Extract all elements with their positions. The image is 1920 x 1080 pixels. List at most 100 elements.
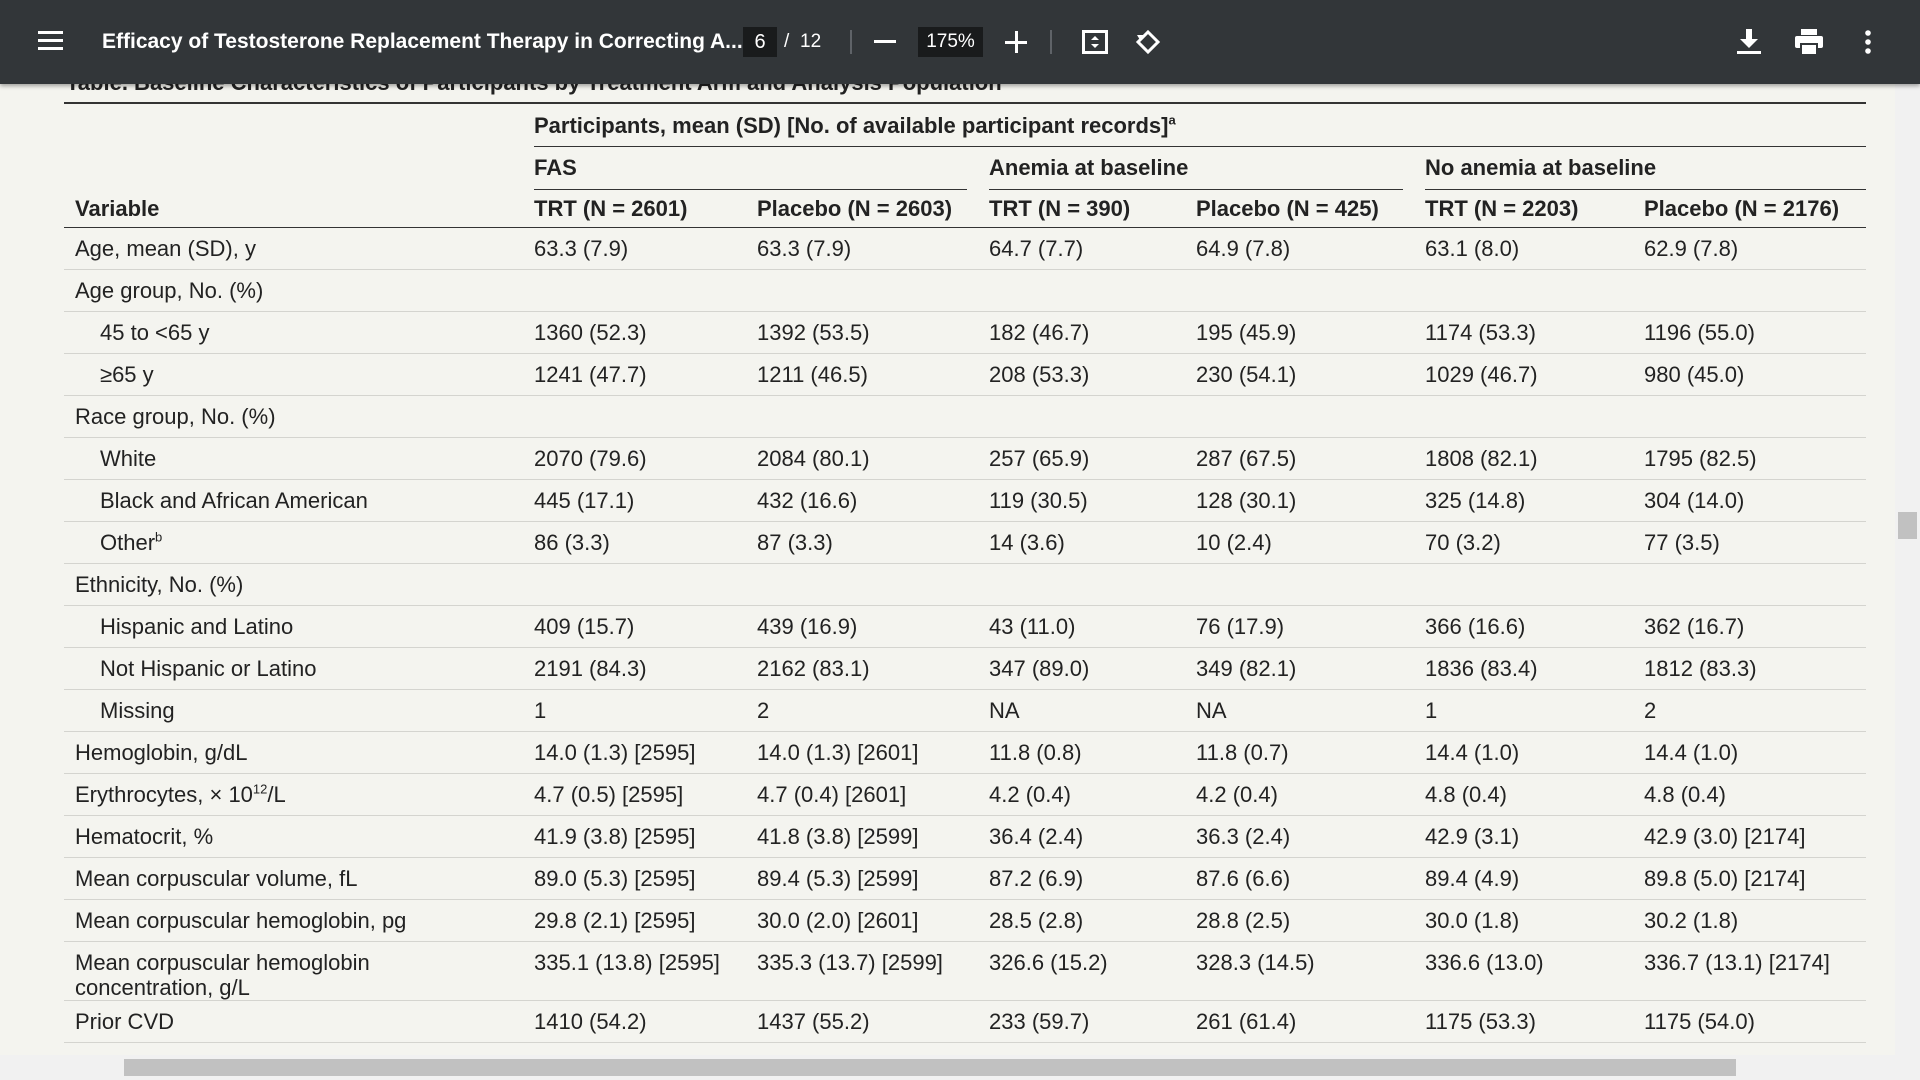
cell: 4.7 (0.5) [2595] [534,773,757,816]
menu-button[interactable] [38,30,64,52]
table-row: Prior CVD 1410 (54.2) 1437 (55.2) 233 (59.7… [64,1000,1867,1043]
cell: 41.8 (3.8) [2599] [757,815,989,858]
cell: 128 (30.1) [1196,479,1425,522]
cell: 1410 (54.2) [534,1000,757,1043]
table-caption: Table. Baseline Characteristics of Parti… [66,84,1002,96]
cell: 36.4 (2.4) [989,815,1196,858]
table-row: Erythrocytes, × 1012/L 4.7 (0.5) [2595] 4.… [64,773,1867,816]
row-label: Race group, No. (%) [64,395,534,438]
cell: 11.8 (0.8) [989,731,1196,774]
cell: 10 (2.4) [1196,521,1425,564]
baseline-table: Participants, mean (SD) [No. of availabl… [64,102,1867,1043]
column-header: Placebo (N = 2603) [757,190,989,228]
table-row: Not Hispanic or Latino 2191 (84.3) 2162 (8… [64,647,1867,690]
cell: 119 (30.5) [989,479,1196,522]
cell: 30.0 (1.8) [1425,899,1644,942]
document-title: Efficacy of Testosterone Replacement The… [102,30,743,53]
subgroup-header: Anemia at baseline [989,147,1425,190]
group-header-text: Participants, mean (SD) [No. of availabl… [534,112,1169,138]
vertical-scrollbar[interactable] [1895,84,1920,1055]
footnote-marker: b [155,529,163,545]
scroll-thumb[interactable] [1898,512,1917,539]
cell: 87.6 (6.6) [1196,857,1425,900]
print-button[interactable] [1795,29,1823,55]
cell: 36.3 (2.4) [1196,815,1425,858]
cell: 63.1 (8.0) [1425,227,1644,270]
cell: 335.1 (13.8) [2595] [534,941,757,1001]
row-label: Mean corpuscular volume, fL [64,857,534,900]
cell [1196,395,1425,438]
cell: 1174 (53.3) [1425,311,1644,354]
row-label: Otherb [64,521,534,564]
zoom-out-button[interactable] [874,40,896,44]
cell: 2191 (84.3) [534,647,757,690]
row-label: White [64,437,534,480]
header-row: Variable TRT (N = 2601) Placebo (N = 2603)… [64,190,1867,228]
cell: 11.8 (0.7) [1196,731,1425,774]
page-input[interactable]: 6 [743,27,777,57]
cell: 64.9 (7.8) [1196,227,1425,270]
row-label: Hematocrit, % [64,815,534,858]
zoom-in-button[interactable] [1005,31,1027,53]
row-label: Black and African American [64,479,534,522]
cell [1644,563,1867,606]
download-button[interactable] [1737,29,1761,55]
cell: 208 (53.3) [989,353,1196,396]
cell: 14.0 (1.3) [2601] [757,731,989,774]
row-label: Hemoglobin, g/dL [64,731,534,774]
cell [534,395,757,438]
cell: 326.6 (15.2) [989,941,1196,1001]
cell: 1437 (55.2) [757,1000,989,1043]
row-label: Mean corpuscular hemoglobin, pg [64,899,534,942]
table-row: Mean corpuscular hemoglobin, pg 29.8 (2.1… [64,899,1867,942]
more-button[interactable] [1864,30,1872,54]
cell: 2162 (83.1) [757,647,989,690]
table-row: Age group, No. (%) [64,269,1867,312]
row-label: Erythrocytes, × 1012/L [64,773,534,816]
cell: 2070 (79.6) [534,437,757,480]
cell: 14.4 (1.0) [1644,731,1867,774]
cell: 63.3 (7.9) [757,227,989,270]
scroll-thumb[interactable] [124,1059,1736,1076]
pdf-page: Table. Baseline Characteristics of Parti… [0,84,1895,1055]
fit-page-button[interactable] [1082,30,1108,54]
rotate-button[interactable] [1135,29,1161,55]
cell: 1 [534,689,757,732]
cell [1644,395,1867,438]
table-row: Hematocrit, % 41.9 (3.8) [2595] 41.8 (3.8)… [64,815,1867,858]
cell: 304 (14.0) [1644,479,1867,522]
header-row: Participants, mean (SD) [No. of availabl… [64,102,1867,147]
cell [1644,269,1867,312]
row-label: Mean corpuscular hemoglobin concentratio… [64,941,534,1001]
cell: 1795 (82.5) [1644,437,1867,480]
table-row: Race group, No. (%) [64,395,1867,438]
cell: 980 (45.0) [1644,353,1867,396]
table-row: Mean corpuscular volume, fL 89.0 (5.3) [2… [64,857,1867,900]
cell: 1196 (55.0) [1644,311,1867,354]
cell: 89.0 (5.3) [2595] [534,857,757,900]
subgroup-header: FAS [534,147,989,190]
cell: 195 (45.9) [1196,311,1425,354]
cell: 2084 (80.1) [757,437,989,480]
cell [989,563,1196,606]
cell: 445 (17.1) [534,479,757,522]
cell: 42.9 (3.0) [2174] [1644,815,1867,858]
cell [1196,563,1425,606]
row-label: Age group, No. (%) [64,269,534,312]
horizontal-scrollbar[interactable] [0,1055,1920,1080]
cell: 1211 (46.5) [757,353,989,396]
cell: 2 [1644,689,1867,732]
cell: NA [1196,689,1425,732]
subgroup-underline: Anemia at baseline [989,147,1403,190]
column-header: TRT (N = 390) [989,190,1196,228]
row-label: Age, mean (SD), y [64,227,534,270]
cell: 347 (89.0) [989,647,1196,690]
cell: 366 (16.6) [1425,605,1644,648]
cell [534,269,757,312]
cell: 4.2 (0.4) [989,773,1196,816]
zoom-input[interactable]: 175% [918,27,983,57]
group-header: Participants, mean (SD) [No. of availabl… [534,102,1867,147]
cell: 29.8 (2.1) [2595] [534,899,757,942]
table-row: Black and African American 445 (17.1) 432 … [64,479,1867,522]
cell: 287 (67.5) [1196,437,1425,480]
